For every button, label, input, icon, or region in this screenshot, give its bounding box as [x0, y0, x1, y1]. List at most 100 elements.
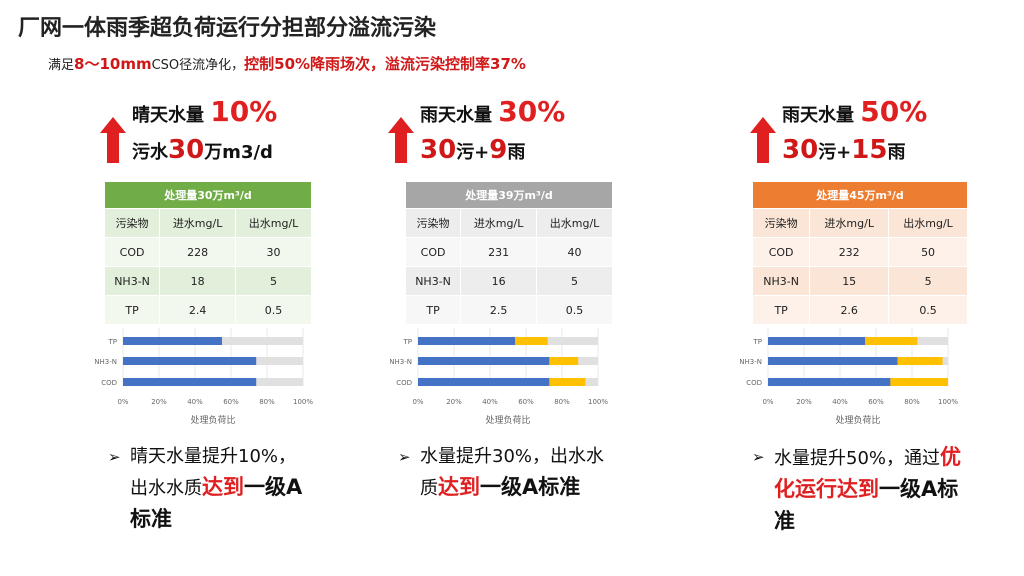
table-cell: 16: [460, 266, 538, 296]
headline-percent: 30%: [498, 95, 566, 128]
table-cell: NH3-N: [404, 266, 462, 296]
table-row: NH3-N 16 5: [404, 266, 613, 296]
table-cell: 50: [888, 237, 968, 267]
tick-label: 40%: [187, 398, 203, 406]
table-title: 处理量30万m³/d: [104, 181, 312, 209]
table-cell: 5: [888, 266, 968, 296]
bar-base: [418, 378, 550, 386]
headline-part: 30: [420, 135, 457, 165]
column-header: 出水mg/L: [536, 208, 613, 238]
bullet-text: 一级A: [480, 475, 539, 499]
headline-part: 30: [782, 135, 819, 165]
bar-extra: [549, 357, 579, 365]
column-header: 污染物: [751, 208, 811, 238]
pollutant-table: 处理量45万m³/d 污染物 进水mg/L 出水mg/L COD 232 50 NH3-N 15…: [751, 181, 968, 325]
table-cell: COD: [103, 237, 161, 267]
bullet-text: 一级A标准: [774, 477, 959, 533]
table-cell: 30: [235, 237, 312, 267]
column-header: 进水mg/L: [809, 208, 890, 238]
pollutant-table: 处理量39万m³/d 污染物 进水mg/L 出水mg/L COD 231 40 NH3-N 16…: [404, 181, 613, 325]
table-row: NH3-N 18 5: [103, 266, 312, 296]
table-row: COD 228 30: [103, 237, 312, 267]
bullet-arrow-icon: ➢: [398, 448, 411, 466]
column-header: 进水mg/L: [460, 208, 538, 238]
table-title: 处理量45万m³/d: [752, 181, 968, 209]
headline-part: 9: [489, 135, 508, 165]
scenario-headline: 雨天水量 50% 30污+15雨: [782, 95, 927, 170]
headline-part: 雨: [887, 142, 906, 163]
table-cell: 2.4: [159, 295, 237, 325]
category-label: COD: [101, 379, 117, 387]
subtitle-range: 8～10mm: [74, 55, 152, 73]
table-row: TP 2.5 0.5: [404, 295, 613, 325]
load-ratio-chart: TP NH3-N COD 0% 20% 40% 60% 80% 100% 处理负荷比: [740, 328, 958, 426]
tick-label: 40%: [482, 398, 498, 406]
bar-extra: [897, 357, 943, 365]
table-cell: 231: [460, 237, 538, 267]
table-cell: 228: [159, 237, 237, 267]
bar-base: [768, 337, 866, 345]
bullet-text: 晴天水量提升10%，: [130, 446, 297, 467]
bullet-arrow-icon: ➢: [108, 448, 121, 466]
tick-label: 0%: [762, 398, 773, 406]
headline-part: 万m3/d: [204, 142, 273, 163]
tick-label: 100%: [588, 398, 608, 406]
bar-extra: [515, 337, 548, 345]
subtitle-prefix: 满足: [48, 58, 75, 73]
load-ratio-chart: TP NH3-N COD 0% 20% 40% 60% 80% 100% 处理负荷比: [390, 328, 608, 426]
up-arrow-icon: [388, 117, 414, 163]
tick-label: 100%: [938, 398, 958, 406]
tick-label: 60%: [868, 398, 884, 406]
headline-label: 雨天水量: [420, 105, 499, 126]
category-label: NH3-N: [95, 358, 117, 366]
tick-label: 60%: [223, 398, 239, 406]
headline-part: 15: [851, 135, 888, 165]
tick-label: 80%: [904, 398, 920, 406]
table-cell: 5: [235, 266, 312, 296]
tick-label: 100%: [293, 398, 313, 406]
tick-label: 0%: [117, 398, 128, 406]
table-cell: TP: [751, 295, 811, 325]
table-cell: 2.6: [809, 295, 890, 325]
bar-extra: [865, 337, 918, 345]
subtitle-middle: CSO径流净化，: [151, 58, 245, 73]
up-arrow-icon: [100, 117, 126, 163]
bar-base: [768, 378, 891, 386]
table-cell: 18: [159, 266, 237, 296]
headline-part: 污水: [132, 142, 168, 163]
bullet-text: 一级A标准: [130, 475, 303, 531]
tick-label: 40%: [832, 398, 848, 406]
headline-part: 雨: [507, 142, 526, 163]
table-row: COD 231 40: [404, 237, 613, 267]
bar-extra: [549, 378, 586, 386]
table-cell: TP: [404, 295, 462, 325]
bar-base: [123, 337, 222, 345]
bar-extra: [890, 378, 948, 386]
headline-part: 污+: [456, 142, 490, 163]
table-row: TP 2.4 0.5: [103, 295, 312, 325]
table-cell: 5: [536, 266, 613, 296]
column-header: 出水mg/L: [888, 208, 968, 238]
category-label: NH3-N: [740, 358, 762, 366]
bar-base: [418, 337, 516, 345]
headline-percent: 10%: [210, 95, 278, 128]
bar-base: [123, 357, 257, 365]
subtitle-highlight: 控制50%降雨场次，溢流污染控制率37%: [244, 55, 526, 73]
category-label: COD: [396, 379, 412, 387]
headline-part: 污+: [818, 142, 852, 163]
bullet-text: 水量提升50%，通过: [774, 448, 941, 469]
category-label: COD: [746, 379, 762, 387]
category-label: NH3-N: [390, 358, 412, 366]
scenario-headline: 晴天水量 10% 污水30万m3/d: [132, 95, 277, 170]
axis-title: 处理负荷比: [835, 414, 880, 426]
table-cell: 40: [536, 237, 613, 267]
table-row: NH3-N 15 5: [751, 266, 968, 296]
tick-label: 80%: [554, 398, 570, 406]
table-cell: COD: [404, 237, 462, 267]
tick-label: 0%: [412, 398, 423, 406]
tick-label: 20%: [446, 398, 462, 406]
headline-part: 30: [168, 135, 205, 165]
tick-label: 20%: [796, 398, 812, 406]
column-header: 进水mg/L: [159, 208, 237, 238]
table-title: 处理量39万m³/d: [405, 181, 613, 209]
